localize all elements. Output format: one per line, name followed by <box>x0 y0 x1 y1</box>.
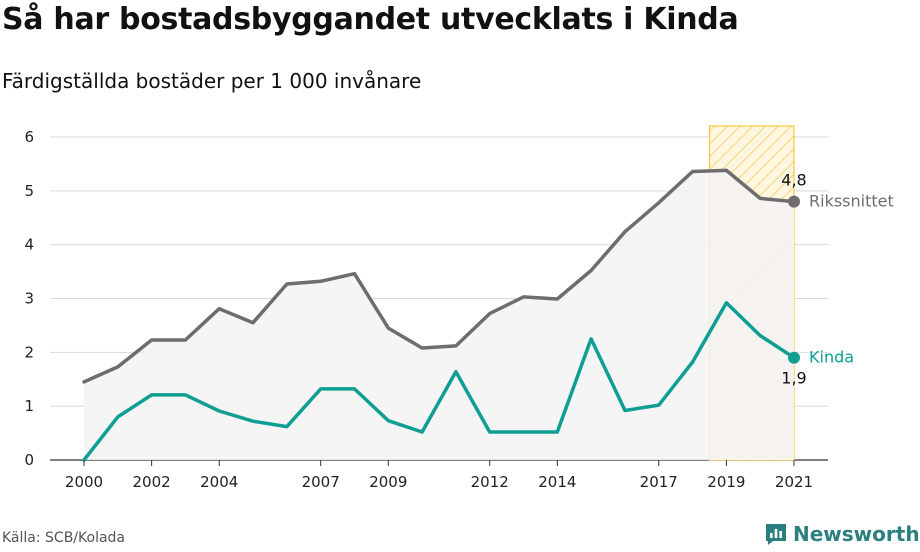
bar-chart-icon <box>766 524 786 545</box>
riket-area <box>84 170 794 460</box>
kinda-end-point <box>788 351 800 364</box>
riket-value-label: 4,8 <box>781 171 806 190</box>
kinda-value-label: 1,9 <box>781 369 806 388</box>
x-tick-label: 2021 <box>775 473 813 491</box>
y-tick-label: 1 <box>24 397 34 415</box>
x-tick-label: 2014 <box>538 473 576 491</box>
y-tick-label: 0 <box>24 451 34 469</box>
y-tick-label: 4 <box>24 236 34 254</box>
x-tick-label: 2002 <box>133 473 171 491</box>
chart-title: Så har bostadsbyggandet utvecklats i Kin… <box>2 2 739 37</box>
x-tick-label: 2000 <box>65 473 103 491</box>
x-tick-label: 2019 <box>707 473 745 491</box>
riket-series-line <box>82 168 796 384</box>
y-tick-label: 5 <box>24 182 34 200</box>
x-tick-label: 2017 <box>640 473 678 491</box>
source-note: Källa: SCB/Kolada <box>2 530 126 546</box>
chart-subtitle: Färdigställda bostäder per 1 000 invånar… <box>2 69 422 93</box>
x-tick-label: 2012 <box>471 473 509 491</box>
y-tick-label: 6 <box>24 128 34 146</box>
kinda-series-label: Kinda <box>809 348 854 367</box>
y-tick-label: 3 <box>24 290 34 308</box>
riket-series-label: Rikssnittet <box>809 192 894 211</box>
x-tick-label: 2009 <box>369 473 407 491</box>
kinda-series-line <box>82 301 796 462</box>
riket-end-point <box>788 195 800 208</box>
brand-name: Newsworthy <box>793 522 920 546</box>
x-tick-label: 2007 <box>302 473 340 491</box>
y-tick-label: 2 <box>24 343 34 361</box>
x-tick-label: 2004 <box>200 473 238 491</box>
newsworthy-logo: Newsworthy <box>764 520 920 548</box>
